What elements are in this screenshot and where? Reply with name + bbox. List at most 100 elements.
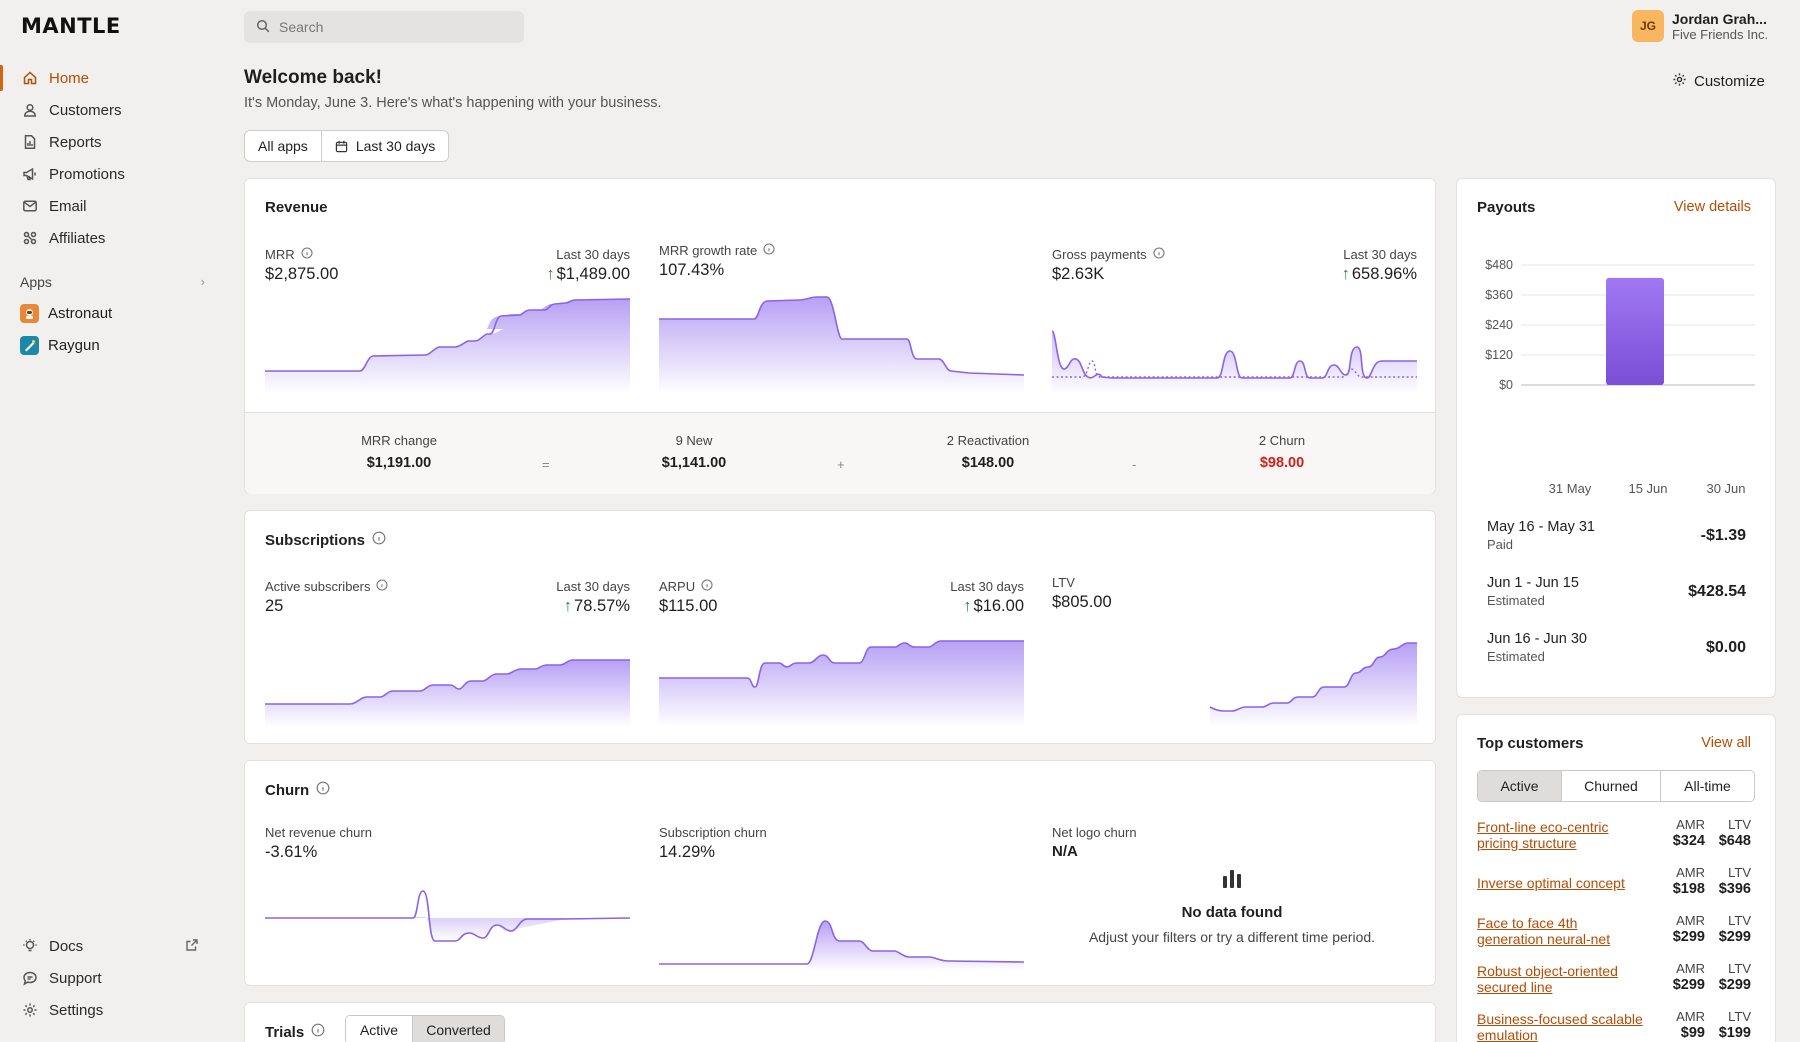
customer-name-link[interactable]: Robust object-oriented secured line <box>1477 963 1618 995</box>
payouts-card: Payouts View details $480 $360 $240 $120 $0 … <box>1456 178 1776 698</box>
payouts-bar-chart: $480 $360 $240 $120 $0 <box>1485 258 1755 392</box>
active-value: 25 <box>265 597 284 615</box>
bar-chart-icon <box>1052 868 1412 894</box>
subscription-churn-sparkline <box>659 920 1024 971</box>
ltv-value: $805.00 <box>1052 593 1112 611</box>
customer-name-link[interactable]: Face to face 4th generation neural-net <box>1477 915 1611 947</box>
nav-item-customers[interactable]: Customers <box>0 94 215 126</box>
amr-value: $99 <box>1680 1025 1705 1041</box>
gross-payments-metric[interactable]: Gross payments $2.63K Last 30 days ↑ 658.… <box>1052 247 1417 284</box>
nav-item-reports[interactable]: Reports <box>0 126 215 158</box>
nav-item-email[interactable]: Email <box>0 190 215 222</box>
sidebar: MANTLE Home Customers Reports Promotions… <box>0 0 215 1042</box>
payout-bar[interactable] <box>1606 277 1664 385</box>
apps-heading[interactable]: Apps › <box>20 274 205 290</box>
churn-item[interactable]: 2 Churn $98.00 <box>1182 433 1382 471</box>
trials-tab-active[interactable]: Active <box>346 1016 412 1042</box>
revenue-card: Revenue MRR $2,875.00 Last 30 days ↑ $1,4… <box>244 178 1436 494</box>
net-revenue-churn-metric[interactable]: Net revenue churn -3.61% <box>265 825 630 862</box>
view-all-link[interactable]: View all <box>1701 735 1751 751</box>
user-icon <box>22 102 38 118</box>
equals-sign: = <box>542 457 550 472</box>
customer-name-link[interactable]: Inverse optimal concept <box>1477 875 1625 891</box>
view-details-link[interactable]: View details <box>1673 199 1751 215</box>
mrr-breakdown: MRR change $1,191.00 = 9 New $1,141.00 +… <box>245 412 1435 494</box>
app-item-raygun[interactable]: Raygun <box>0 329 215 361</box>
trials-tab-converted[interactable]: Converted <box>412 1016 504 1042</box>
app-filter-button[interactable]: All apps <box>258 138 308 154</box>
arpu-value: $115.00 <box>659 597 718 615</box>
payout-row[interactable]: Jun 16 - Jun 30 Estimated $0.00 <box>1487 631 1746 664</box>
app-item-astronaut[interactable]: Astronaut <box>0 297 215 329</box>
bottom-nav: Docs Support Settings <box>0 930 215 1026</box>
user-menu[interactable]: JG Jordan Grah... Five Friends Inc. <box>1632 10 1768 42</box>
customer-tab-all-time[interactable]: All-time <box>1660 771 1754 801</box>
arpu-label: ARPU <box>659 579 696 594</box>
net-logo-churn-metric[interactable]: Net logo churn N/A <box>1052 825 1417 860</box>
search-bar[interactable] <box>244 11 524 43</box>
search-input[interactable] <box>279 19 499 35</box>
reactivation-item[interactable]: 2 Reactivation $148.00 <box>888 433 1088 471</box>
nav-item-promotions[interactable]: Promotions <box>0 158 215 190</box>
report-icon <box>22 134 38 150</box>
nav-item-docs[interactable]: Docs <box>0 930 215 962</box>
y-tick-label: $0 <box>1499 378 1513 392</box>
info-icon <box>701 579 713 594</box>
mrr-change-item[interactable]: MRR change $1,191.00 <box>299 433 499 471</box>
gross-sparkline <box>1052 330 1417 394</box>
no-data-state: No data found Adjust your filters or try… <box>1052 868 1412 945</box>
ltv-value: $299 <box>1718 929 1751 945</box>
arrow-up-icon: ↑ <box>546 265 555 283</box>
arrow-up-icon: ↑ <box>563 597 573 615</box>
customer-row: Front-line eco-centric pricing structure… <box>1477 817 1751 861</box>
y-tick-label: $360 <box>1485 288 1513 302</box>
arpu-metric[interactable]: ARPU $115.00 Last 30 days ↑ $16.00 <box>659 579 1024 616</box>
payout-range: Jun 16 - Jun 30 <box>1487 631 1587 647</box>
page-subtitle: It's Monday, June 3. Here's what's happe… <box>244 95 662 111</box>
customer-name-link[interactable]: Business-focused scalable emulation <box>1477 1011 1643 1042</box>
lightbulb-icon <box>22 938 38 954</box>
top-customers-title: Top customers <box>1477 735 1584 752</box>
amr-value: $324 <box>1672 833 1705 849</box>
subscription-churn-metric[interactable]: Subscription churn 14.29% <box>659 825 1024 862</box>
active-subscribers-metric[interactable]: Active subscribers 25 Last 30 days ↑ 78.5… <box>265 579 630 616</box>
mantle-logo[interactable]: MANTLE <box>21 14 121 38</box>
net-revenue-churn-sparkline <box>265 890 630 942</box>
net-logo-churn-value: N/A <box>1052 843 1078 860</box>
gross-value: $2.63K <box>1052 265 1105 283</box>
filter-bar: All apps Last 30 days <box>244 130 450 162</box>
arrow-up-icon: ↑ <box>1341 265 1350 283</box>
app-label: Raygun <box>48 336 100 354</box>
y-tick-label: $480 <box>1485 258 1513 272</box>
x-tick-label: 15 Jun <box>1628 481 1668 496</box>
active-delta: 78.57% <box>574 597 630 615</box>
payout-status: Estimated <box>1487 593 1545 608</box>
nav-item-support[interactable]: Support <box>0 962 215 994</box>
customer-tab-churned[interactable]: Churned <box>1561 771 1660 801</box>
mrr-label: MRR <box>265 247 295 262</box>
payout-row[interactable]: May 16 - May 31 Paid -$1.39 <box>1487 519 1746 552</box>
raygun-app-icon <box>20 335 39 355</box>
customize-button[interactable]: Customize <box>1672 72 1765 91</box>
date-range-button[interactable]: Last 30 days <box>320 131 448 161</box>
plus-sign: + <box>837 457 845 472</box>
payout-amount: -$1.39 <box>1700 526 1746 544</box>
customer-row: Robust object-oriented secured line AMR $… <box>1477 961 1751 1005</box>
affiliates-icon <box>22 230 38 246</box>
subscription-churn-value: 14.29% <box>659 843 715 861</box>
minus-sign: - <box>1132 457 1137 472</box>
customer-tab-active[interactable]: Active <box>1478 771 1561 801</box>
net-revenue-churn-label: Net revenue churn <box>265 825 372 840</box>
nav-item-home[interactable]: Home <box>0 62 215 94</box>
mrr-metric[interactable]: MRR $2,875.00 Last 30 days ↑ $1,489.00 <box>265 247 630 284</box>
customer-name-link[interactable]: Front-line eco-centric pricing structure <box>1477 819 1609 851</box>
growth-sparkline <box>659 296 1024 394</box>
new-item[interactable]: 9 New $1,141.00 <box>594 433 794 471</box>
mrr-growth-metric[interactable]: MRR growth rate 107.43% <box>659 243 1024 280</box>
ltv-metric[interactable]: LTV $805.00 <box>1052 575 1417 612</box>
nav-item-affiliates[interactable]: Affiliates <box>0 222 215 254</box>
chat-icon <box>22 970 38 986</box>
payout-row[interactable]: Jun 1 - Jun 15 Estimated $428.54 <box>1487 575 1746 608</box>
active-subscribers-sparkline <box>265 659 630 727</box>
nav-item-settings[interactable]: Settings <box>0 994 215 1026</box>
